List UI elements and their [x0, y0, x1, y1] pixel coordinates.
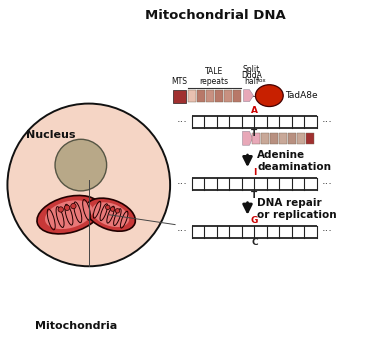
Text: ···: ···	[321, 179, 332, 189]
FancyBboxPatch shape	[297, 133, 305, 144]
FancyBboxPatch shape	[215, 90, 223, 102]
Text: ···: ···	[321, 226, 332, 237]
Ellipse shape	[37, 195, 101, 234]
Text: A: A	[251, 106, 258, 116]
FancyBboxPatch shape	[224, 90, 232, 102]
Text: ···: ···	[321, 117, 332, 127]
Circle shape	[55, 139, 106, 191]
Text: Split: Split	[243, 65, 260, 74]
FancyBboxPatch shape	[279, 133, 287, 144]
Text: TadA8e: TadA8e	[285, 91, 318, 100]
Ellipse shape	[86, 198, 135, 231]
Circle shape	[65, 205, 70, 210]
Circle shape	[111, 207, 115, 211]
FancyBboxPatch shape	[188, 90, 196, 102]
Text: ···: ···	[177, 117, 187, 127]
FancyBboxPatch shape	[262, 133, 269, 144]
Text: ···: ···	[177, 226, 187, 237]
Polygon shape	[243, 131, 252, 145]
Circle shape	[7, 104, 170, 266]
Text: Mitochondrial DNA: Mitochondrial DNA	[145, 9, 285, 22]
FancyBboxPatch shape	[197, 90, 205, 102]
Ellipse shape	[92, 202, 129, 227]
Circle shape	[58, 207, 63, 212]
Text: ···: ···	[177, 179, 187, 189]
FancyBboxPatch shape	[288, 133, 296, 144]
Text: I: I	[253, 168, 256, 177]
Text: C: C	[251, 238, 258, 247]
Ellipse shape	[256, 85, 283, 106]
Text: Nucleus: Nucleus	[26, 130, 76, 140]
Text: Adenine
deamination: Adenine deamination	[257, 150, 331, 172]
FancyBboxPatch shape	[270, 133, 278, 144]
FancyBboxPatch shape	[173, 90, 186, 103]
Circle shape	[106, 205, 110, 210]
Polygon shape	[243, 90, 253, 102]
Text: TALE
repeats: TALE repeats	[200, 67, 229, 86]
FancyBboxPatch shape	[252, 133, 260, 144]
Text: MTS: MTS	[171, 77, 188, 86]
Text: DNA repair
or replication: DNA repair or replication	[257, 198, 337, 219]
Text: tox: tox	[258, 78, 267, 83]
Circle shape	[115, 209, 120, 213]
Text: half: half	[244, 77, 259, 86]
Text: DddA: DddA	[241, 71, 262, 80]
Text: Mitochondria: Mitochondria	[35, 321, 117, 331]
Circle shape	[71, 203, 76, 209]
Text: T: T	[251, 130, 257, 138]
Text: G: G	[251, 216, 258, 225]
FancyBboxPatch shape	[206, 90, 214, 102]
Ellipse shape	[45, 200, 93, 229]
FancyBboxPatch shape	[306, 133, 314, 144]
FancyBboxPatch shape	[233, 90, 240, 102]
Text: T: T	[251, 191, 257, 200]
